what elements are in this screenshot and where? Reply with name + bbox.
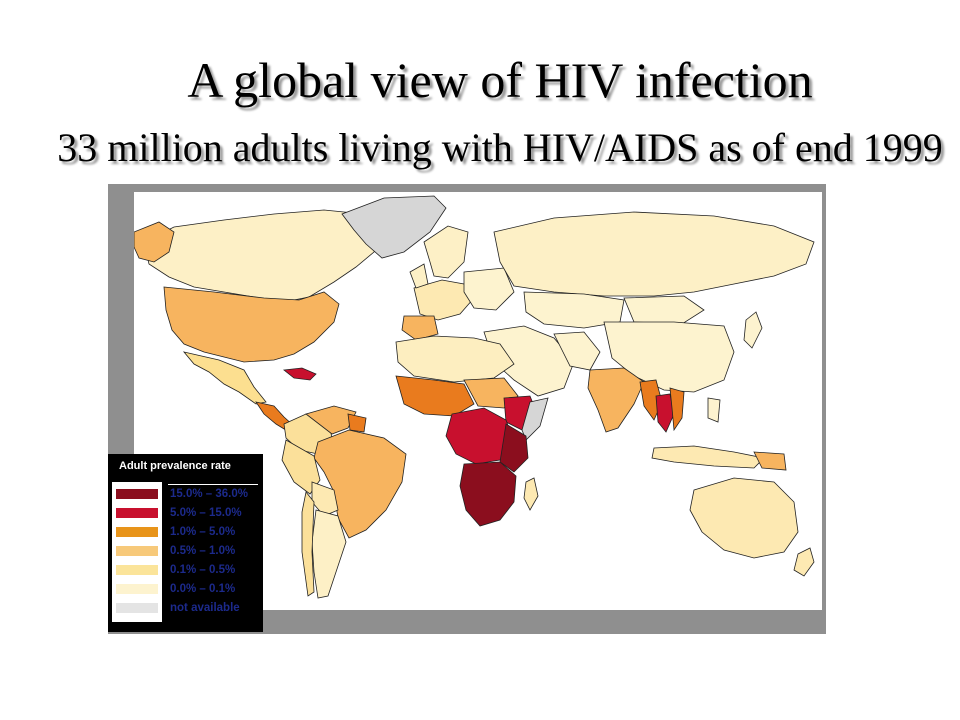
legend-label: 15.0% – 36.0% [170,488,249,500]
legend-swatch [116,584,158,594]
new-zealand-region [793,547,815,577]
somalia-region [521,397,549,441]
eastern-europe-region [463,267,515,311]
world-map [134,195,815,599]
mongolia-region [623,295,705,325]
japan-region [743,311,763,349]
alaska-region [134,221,175,263]
legend-label: 5.0% – 15.0% [170,507,242,519]
india-region [587,367,645,433]
usa-region [163,286,340,363]
thailand-region [655,393,675,433]
peru-region [281,439,321,495]
legend-label: 0.1% – 0.5% [170,564,236,576]
legend-swatch [116,603,158,613]
legend-swatch [116,527,158,537]
guyana-region [347,413,367,433]
indonesia-region [651,445,765,469]
brazil-region [313,429,407,539]
page-subtitle: 33 million adults living with HIV/AIDS a… [57,125,943,170]
greenland-region [341,195,447,259]
png-region [753,451,787,471]
canada-region [143,209,385,303]
philippines-region [707,397,721,423]
east-africa-region [499,423,529,473]
map-frame [108,184,826,634]
legend-label: 0.0% – 0.1% [170,583,236,595]
mexico-region [182,351,267,405]
north-africa-region [395,335,515,383]
caribbean-region [282,367,317,381]
legend-divider [168,484,258,485]
western-europe-region [413,279,475,321]
legend-swatch [116,489,158,499]
legend-swatch [116,546,158,556]
page-title: A global view of HIV infection [187,52,813,108]
madagascar-region [523,477,539,511]
chile-region [301,491,315,597]
legend-title: Adult prevalence rate [119,460,231,472]
vietnam-region [669,387,685,432]
legend-label: not available [170,602,240,614]
legend-swatch [116,565,158,575]
west-africa-region [395,375,475,417]
bolivia-region [311,481,339,517]
legend-swatch [116,508,158,518]
legend-label: 0.5% – 1.0% [170,545,236,557]
china-region [603,321,735,393]
scandinavia-region [423,225,469,279]
argentina-region [311,509,347,599]
iran-region [553,331,601,371]
map-area [134,192,822,610]
russia-region [493,211,815,297]
uk-region [409,263,429,289]
southern-africa-region [459,461,517,527]
kazakhstan-region [523,291,625,329]
australia-region [689,477,799,559]
legend-label: 1.0% – 5.0% [170,526,236,538]
